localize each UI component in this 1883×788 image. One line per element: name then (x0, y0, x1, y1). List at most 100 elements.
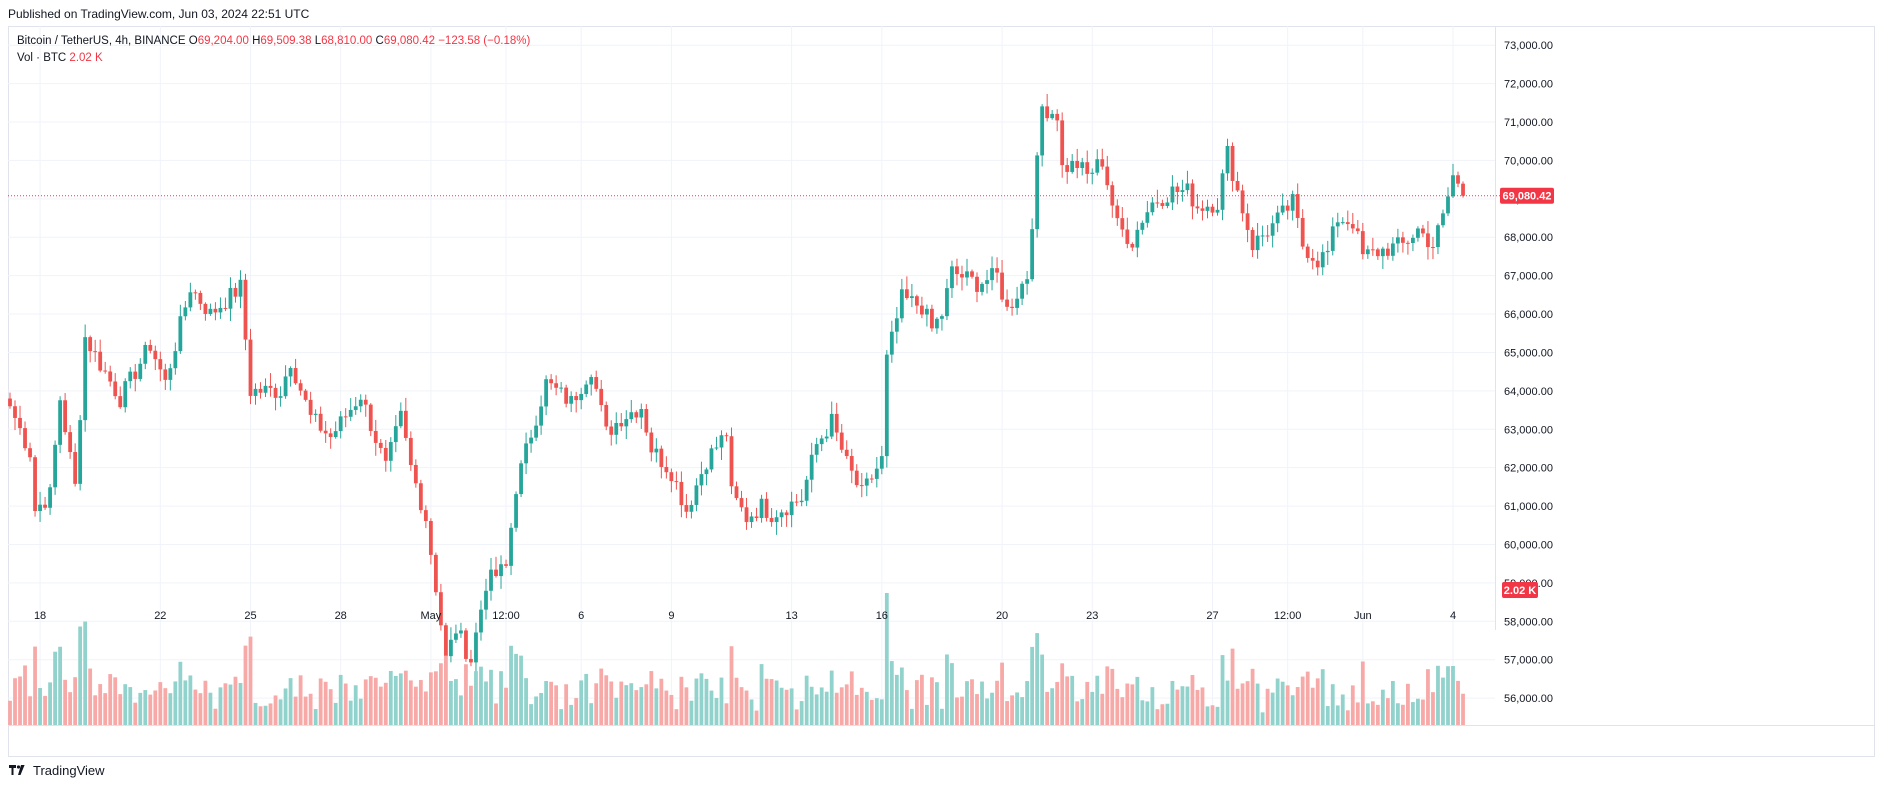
candle-body (1436, 225, 1440, 248)
candle-body (1015, 298, 1019, 308)
candle-body (1180, 190, 1185, 192)
candle-body (1025, 279, 1030, 284)
candle-body (539, 406, 544, 426)
volume-label[interactable]: Vol · BTC (17, 52, 67, 64)
candle-body (58, 400, 63, 445)
volume-bar (88, 668, 93, 725)
candle-body (589, 377, 594, 385)
candle-body (1010, 306, 1014, 308)
candle-body (1380, 248, 1385, 257)
volume-bar (148, 694, 153, 725)
candle-body (524, 443, 528, 464)
last-volume-label: 2.02 K (1504, 585, 1536, 597)
candle-body (1210, 206, 1215, 213)
volume-bar (509, 645, 513, 725)
candle-body (479, 609, 483, 633)
volume-bar (1335, 705, 1340, 725)
volume-bar (614, 697, 619, 725)
candle-body (489, 569, 493, 591)
volume-bar (78, 626, 83, 725)
candle-body (739, 498, 744, 508)
volume-bar (539, 692, 544, 725)
candle-body (764, 498, 769, 518)
volume-bar (138, 692, 143, 725)
volume-bar (1270, 692, 1275, 725)
time-tick-label: 12:00 (492, 610, 520, 622)
symbol-name[interactable]: Bitcoin / TetherUS, 4h, BINANCE (17, 35, 186, 47)
candle-body (694, 485, 699, 505)
volume-bar (23, 665, 27, 725)
volume-bar (1220, 655, 1225, 725)
candle-body (1295, 194, 1300, 218)
volume-bar (479, 666, 483, 725)
candle-body (378, 442, 383, 448)
volume-bar (228, 684, 233, 725)
candle-body (388, 442, 393, 461)
candle-body (153, 350, 158, 360)
candle-body (418, 483, 423, 511)
volume-bar (233, 676, 238, 725)
candle-body (930, 308, 934, 329)
price-tick-label: 64,000.00 (1504, 386, 1553, 398)
volume-bar (338, 674, 343, 725)
volume-bar (1230, 648, 1235, 725)
volume-bar (869, 699, 874, 725)
candle-body (559, 387, 564, 389)
volume-bar (198, 693, 203, 725)
volume-bar (193, 689, 198, 725)
volume-bar (1020, 697, 1025, 725)
candle-body (514, 494, 518, 528)
candle-body (1005, 299, 1009, 307)
volume-bar (1160, 704, 1165, 725)
volume-bar (569, 704, 574, 725)
volume-bar (1015, 692, 1019, 725)
candle-body (1215, 209, 1220, 213)
volume-bar (874, 698, 879, 725)
volume-bar (789, 688, 794, 725)
volume-bar (980, 681, 984, 725)
candle-body (689, 504, 694, 512)
volume-bar (1456, 680, 1460, 725)
candle-body (1030, 229, 1035, 280)
candle-body (428, 520, 433, 555)
volume-bar (128, 687, 133, 725)
candle-body (1431, 247, 1435, 249)
volume-bar (218, 687, 223, 725)
candle-body (1155, 202, 1160, 204)
candle-body (859, 485, 864, 487)
volume-bar (178, 661, 183, 725)
candle-body (1456, 175, 1460, 184)
candle-body (1000, 272, 1004, 300)
volume-bar (1005, 701, 1009, 725)
candle-body (759, 498, 764, 519)
candle-body (1070, 160, 1075, 172)
volume-bar (1185, 686, 1190, 725)
volume-bar (1370, 701, 1375, 725)
volume-bar (1040, 654, 1045, 725)
price-tick-label: 58,000.00 (1504, 616, 1553, 628)
price-tick-label: 71,000.00 (1504, 117, 1553, 129)
candle-body (213, 308, 218, 313)
volume-bar (8, 700, 12, 725)
candle-body (774, 517, 779, 523)
candle-body (308, 399, 313, 415)
candle-body (353, 406, 358, 410)
volume-bar (428, 672, 433, 725)
volume-bar (829, 670, 834, 725)
candle-body (1130, 243, 1135, 248)
candle-body (995, 268, 999, 273)
time-tick-label: 22 (154, 610, 166, 622)
volume-bar (1325, 706, 1330, 725)
volume-bar (774, 680, 779, 725)
volume-bar (38, 687, 42, 725)
price-tick-label: 67,000.00 (1504, 271, 1553, 283)
volume-bar (779, 687, 784, 725)
volume-bar (904, 690, 909, 725)
price-tick-label: 63,000.00 (1504, 424, 1553, 436)
volume-bar (819, 687, 824, 725)
volume-bar (1170, 680, 1175, 725)
candle-body (1285, 205, 1290, 211)
volume-bar (644, 684, 649, 725)
volume-bar (28, 696, 32, 725)
